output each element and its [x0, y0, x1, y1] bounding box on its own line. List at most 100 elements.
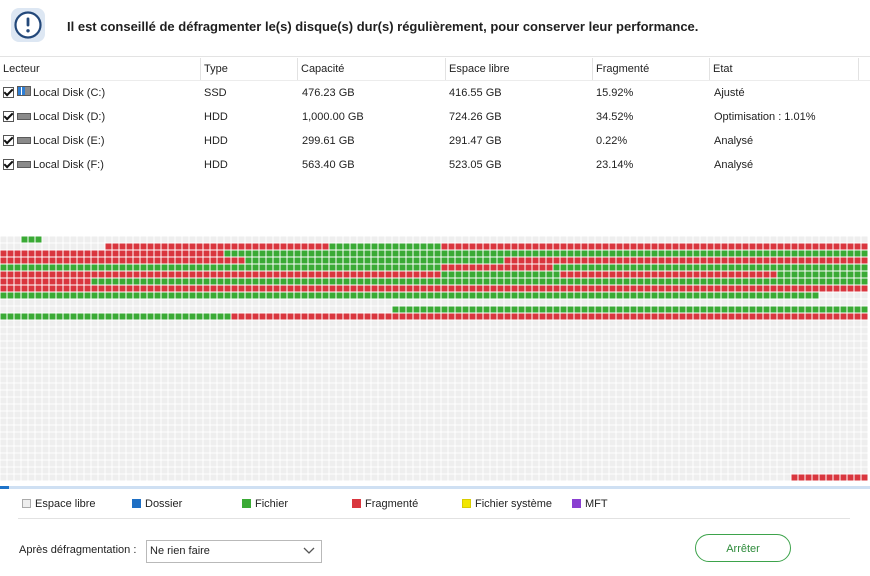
cluster-block: [637, 327, 644, 334]
cluster-block: [532, 292, 539, 299]
cluster-block: [637, 397, 644, 404]
cluster-block: [588, 320, 595, 327]
cluster-block: [742, 327, 749, 334]
cluster-block: [378, 460, 385, 467]
cluster-block: [707, 404, 714, 411]
cluster-block: [280, 355, 287, 362]
cluster-block: [105, 432, 112, 439]
cluster-block: [238, 299, 245, 306]
drive-checkbox[interactable]: [3, 87, 14, 98]
column-header-type[interactable]: Type: [201, 58, 298, 80]
cluster-block: [714, 299, 721, 306]
cluster-block: [854, 285, 861, 292]
cluster-block: [203, 334, 210, 341]
cluster-block: [273, 250, 280, 257]
cluster-block: [546, 362, 553, 369]
cluster-block: [308, 432, 315, 439]
column-header-fragmented[interactable]: Fragmenté: [593, 58, 710, 80]
cluster-block: [448, 439, 455, 446]
cluster-block: [714, 397, 721, 404]
legend: Espace libre Dossier Fichier Fragmenté F…: [0, 497, 870, 513]
column-header-capacity[interactable]: Capacité: [298, 58, 446, 80]
table-row[interactable]: Local Disk (C:) SSD 476.23 GB 416.55 GB …: [0, 81, 870, 105]
cluster-block: [385, 432, 392, 439]
cluster-block: [679, 236, 686, 243]
cluster-block: [378, 362, 385, 369]
table-row[interactable]: Local Disk (D:) HDD 1,000.00 GB 724.26 G…: [0, 105, 870, 129]
drive-checkbox[interactable]: [3, 159, 14, 170]
cluster-block: [357, 411, 364, 418]
cluster-block: [112, 355, 119, 362]
cluster-block: [658, 383, 665, 390]
drive-checkbox[interactable]: [3, 135, 14, 146]
cluster-block: [588, 348, 595, 355]
drive-checkbox[interactable]: [3, 111, 14, 122]
cluster-block: [280, 439, 287, 446]
cluster-block: [448, 453, 455, 460]
cluster-block: [602, 320, 609, 327]
cluster-block: [182, 306, 189, 313]
cluster-block: [329, 271, 336, 278]
cluster-block: [273, 264, 280, 271]
cluster-block: [658, 264, 665, 271]
cluster-block: [469, 250, 476, 257]
cluster-block: [413, 313, 420, 320]
cluster-block: [84, 306, 91, 313]
table-row[interactable]: Local Disk (E:) HDD 299.61 GB 291.47 GB …: [0, 129, 870, 153]
cluster-block: [350, 432, 357, 439]
cluster-block: [140, 383, 147, 390]
cluster-block: [105, 243, 112, 250]
after-defrag-select[interactable]: Ne rien faire: [146, 540, 322, 563]
column-header-free-space[interactable]: Espace libre: [446, 58, 593, 80]
cluster-block: [595, 411, 602, 418]
cluster-block: [679, 390, 686, 397]
cluster-block: [98, 334, 105, 341]
cluster-block: [700, 397, 707, 404]
cluster-block: [546, 467, 553, 474]
cluster-block: [161, 474, 168, 481]
cluster-block: [497, 369, 504, 376]
cluster-block: [714, 306, 721, 313]
cluster-block: [217, 474, 224, 481]
cluster-block: [567, 418, 574, 425]
cluster-block: [364, 334, 371, 341]
cluster-block: [70, 243, 77, 250]
cluster-block: [217, 446, 224, 453]
cluster-block: [784, 250, 791, 257]
cluster-block: [217, 348, 224, 355]
cluster-block: [168, 411, 175, 418]
cluster-block: [252, 320, 259, 327]
cluster-block: [434, 474, 441, 481]
cluster-block: [455, 390, 462, 397]
cluster-block: [665, 257, 672, 264]
cluster-block: [798, 355, 805, 362]
cluster-block: [756, 411, 763, 418]
table-row[interactable]: Local Disk (F:) HDD 563.40 GB 523.05 GB …: [0, 153, 870, 177]
cluster-block: [315, 278, 322, 285]
cluster-block: [826, 474, 833, 481]
cluster-block: [672, 236, 679, 243]
cluster-block: [28, 432, 35, 439]
cluster-block: [777, 341, 784, 348]
cluster-block: [371, 432, 378, 439]
cluster-block: [679, 292, 686, 299]
column-header-state[interactable]: Etat: [710, 58, 859, 80]
cluster-block: [553, 313, 560, 320]
cluster-block: [777, 397, 784, 404]
cluster-block: [350, 460, 357, 467]
stop-button[interactable]: Arrêter: [695, 534, 791, 562]
cluster-block: [28, 306, 35, 313]
cluster-block: [42, 292, 49, 299]
cluster-block: [427, 467, 434, 474]
cluster-block: [350, 404, 357, 411]
cluster-block: [567, 453, 574, 460]
cluster-block: [693, 425, 700, 432]
cluster-block: [329, 467, 336, 474]
cluster-block: [609, 271, 616, 278]
cluster-block: [728, 327, 735, 334]
cluster-block: [168, 243, 175, 250]
cluster-block: [686, 383, 693, 390]
column-header-drive[interactable]: Lecteur: [0, 58, 201, 80]
cluster-block: [735, 348, 742, 355]
cluster-block: [119, 341, 126, 348]
